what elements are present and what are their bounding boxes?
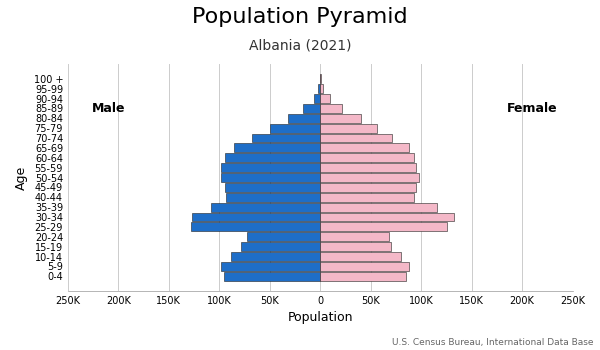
Bar [320, 203, 437, 212]
Bar [320, 173, 419, 182]
Bar [320, 153, 414, 162]
Bar [251, 134, 320, 142]
Bar [221, 163, 320, 172]
Text: Male: Male [92, 102, 125, 115]
Bar [320, 193, 414, 202]
Bar [221, 173, 320, 182]
Bar [320, 163, 416, 172]
Bar [270, 124, 320, 133]
Bar [320, 74, 321, 83]
Bar [320, 84, 323, 93]
Bar [288, 114, 320, 123]
Bar [314, 94, 320, 103]
Bar [320, 183, 416, 192]
Bar [320, 124, 377, 133]
Bar [320, 114, 361, 123]
Y-axis label: Age: Age [15, 166, 28, 190]
Text: Albania (2021): Albania (2021) [249, 38, 351, 52]
Bar [224, 272, 320, 281]
Bar [320, 134, 392, 142]
Bar [320, 232, 389, 241]
Bar [320, 212, 454, 222]
X-axis label: Population: Population [287, 312, 353, 324]
Bar [235, 144, 320, 152]
Bar [303, 104, 320, 113]
Bar [320, 242, 391, 251]
Bar [192, 212, 320, 222]
Bar [226, 153, 320, 162]
Bar [211, 203, 320, 212]
Text: Female: Female [507, 102, 557, 115]
Text: Population Pyramid: Population Pyramid [192, 7, 408, 27]
Bar [241, 242, 320, 251]
Bar [320, 94, 330, 103]
Bar [247, 232, 320, 241]
Bar [191, 223, 320, 231]
Bar [320, 144, 409, 152]
Bar [226, 183, 320, 192]
Bar [320, 252, 401, 261]
Bar [320, 223, 448, 231]
Bar [320, 104, 343, 113]
Bar [232, 252, 320, 261]
Bar [319, 84, 320, 93]
Text: U.S. Census Bureau, International Data Base: U.S. Census Bureau, International Data B… [392, 337, 594, 346]
Bar [221, 262, 320, 271]
Bar [320, 272, 406, 281]
Bar [320, 262, 409, 271]
Bar [226, 193, 320, 202]
